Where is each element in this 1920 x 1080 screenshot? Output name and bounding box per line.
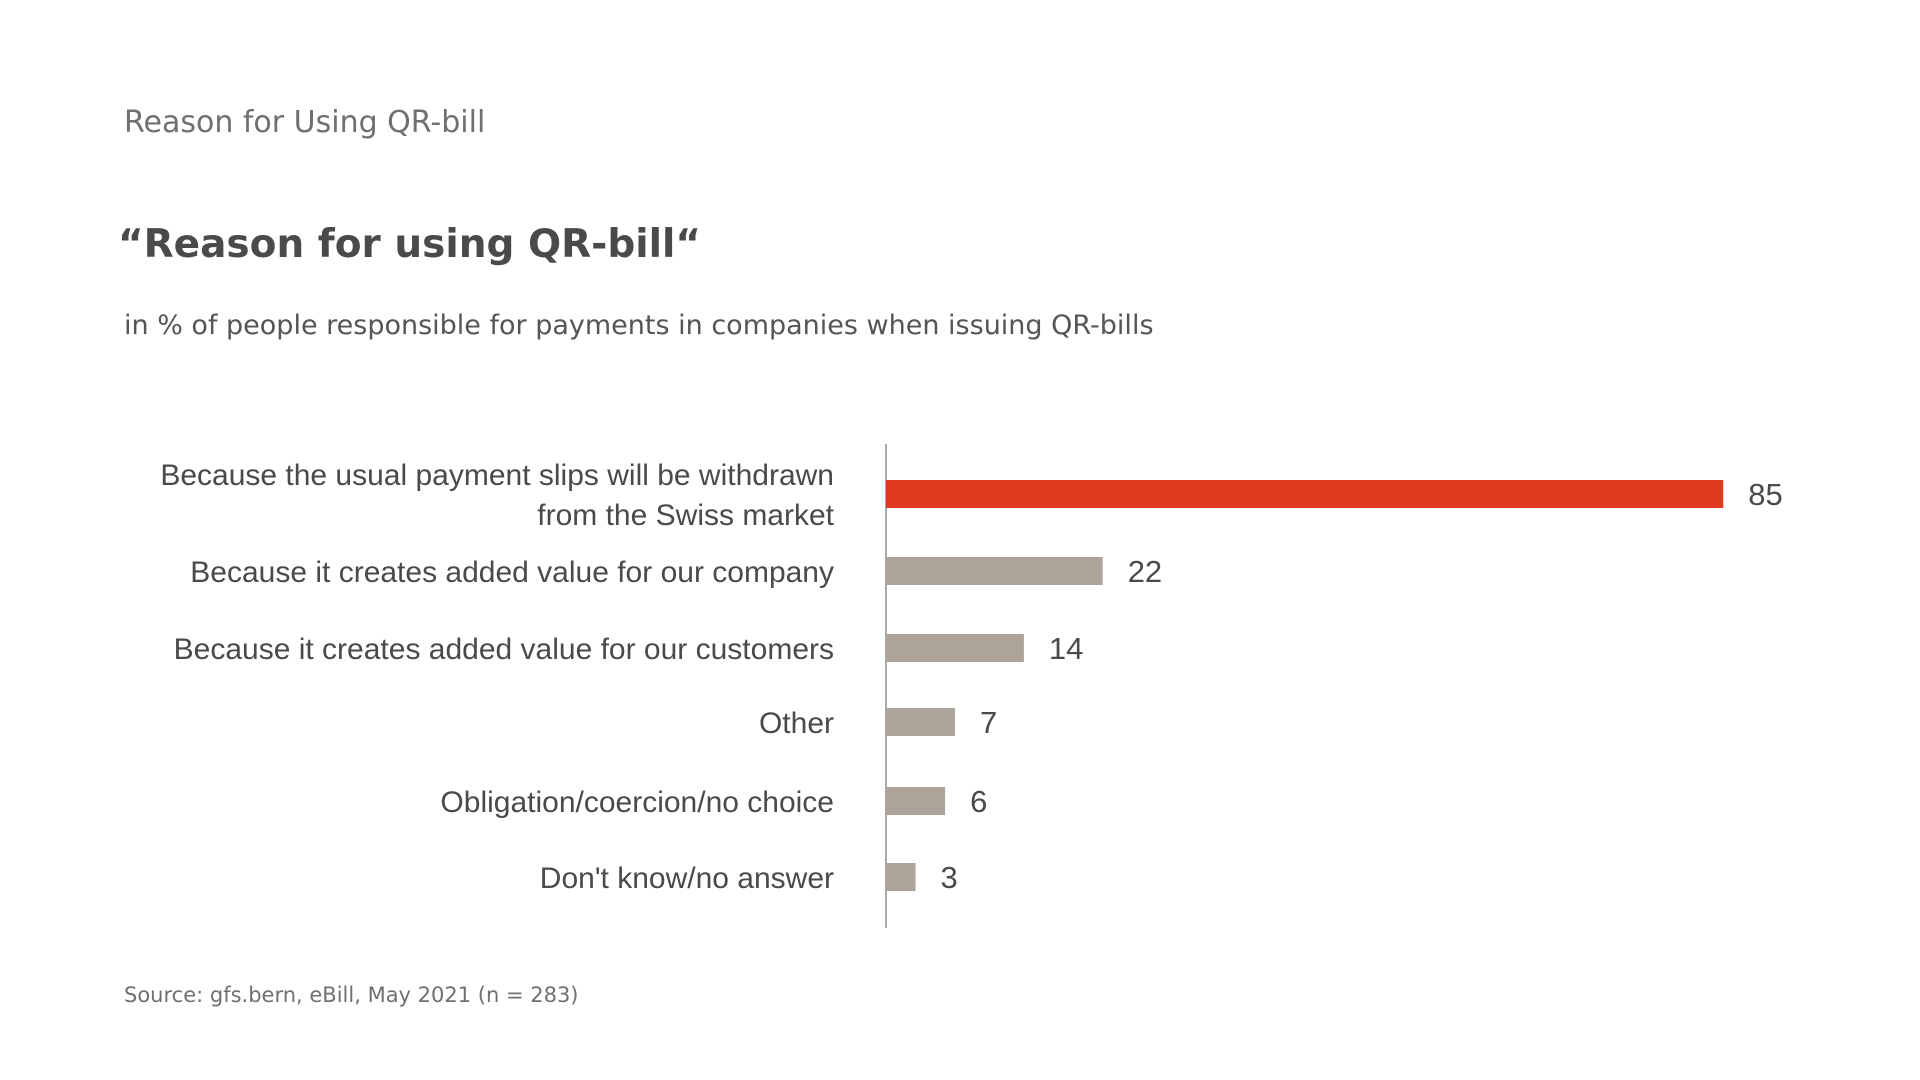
bars-layer (886, 480, 1724, 891)
category-label: Because it creates added value for our c… (190, 556, 834, 589)
value-label: 3 (941, 860, 958, 895)
bar (886, 480, 1724, 508)
category-label-line: Because it creates added value for our c… (174, 633, 834, 666)
category-label: Because the usual payment slips will be … (160, 459, 834, 532)
category-labels-layer: Because the usual payment slips will be … (160, 459, 834, 895)
bar (886, 863, 916, 891)
category-label-line: Because it creates added value for our c… (190, 556, 834, 589)
category-label-line: Obligation/coercion/no choice (440, 786, 834, 819)
category-label-line: Don't know/no answer (540, 862, 834, 895)
bar (886, 557, 1103, 585)
value-label: 85 (1748, 477, 1782, 512)
value-label: 22 (1128, 554, 1162, 589)
bar (886, 787, 946, 815)
category-label: Other (759, 707, 834, 740)
category-label: Don't know/no answer (540, 862, 834, 895)
chart-title: “Reason for using QR-bill“ (118, 222, 701, 267)
category-label-line: from the Swiss market (537, 499, 834, 532)
chart-subtitle: in % of people responsible for payments … (124, 310, 1154, 341)
value-label: 6 (970, 784, 987, 819)
category-label-line: Other (759, 707, 834, 740)
value-label: 14 (1049, 631, 1083, 666)
bar (886, 708, 955, 736)
category-label: Because it creates added value for our c… (174, 633, 834, 666)
section-title: Reason for Using QR-bill (124, 105, 486, 140)
category-label: Obligation/coercion/no choice (440, 786, 834, 819)
bar (886, 634, 1024, 662)
source-note: Source: gfs.bern, eBill, May 2021 (n = 2… (124, 983, 579, 1007)
value-label: 7 (980, 705, 997, 740)
category-label-line: Because the usual payment slips will be … (160, 459, 834, 492)
value-labels-layer: 85 22 14 7 6 3 (941, 477, 1783, 895)
